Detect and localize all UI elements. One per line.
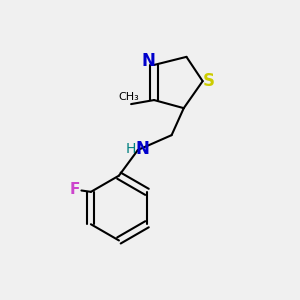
Text: CH₃: CH₃ [118, 92, 139, 102]
Text: N: N [142, 52, 156, 70]
Text: H: H [126, 142, 136, 156]
Text: S: S [202, 72, 214, 90]
Text: N: N [136, 140, 150, 158]
Text: F: F [70, 182, 80, 197]
